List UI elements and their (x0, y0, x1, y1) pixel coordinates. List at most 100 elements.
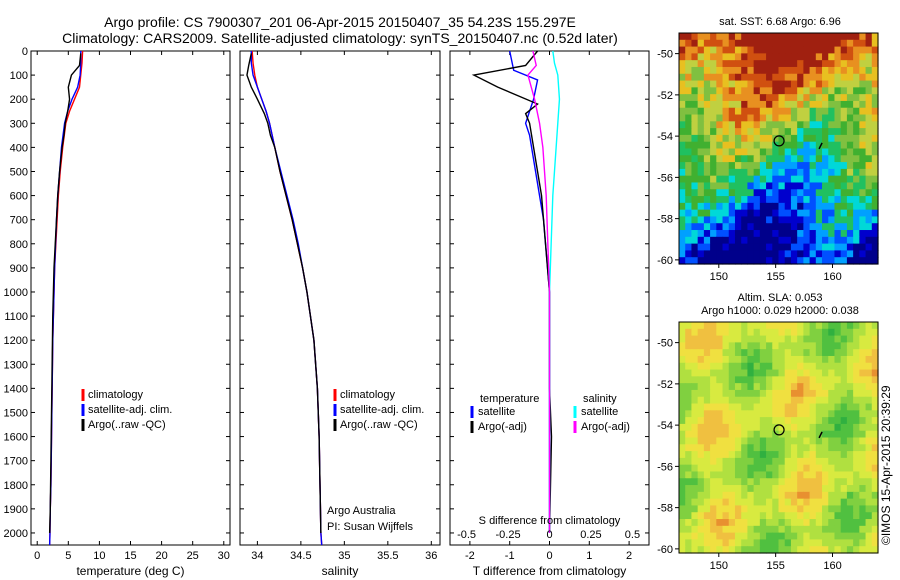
map-cell (685, 128, 693, 136)
map-cell (697, 107, 705, 116)
map-cell (747, 403, 755, 411)
map-cell (741, 46, 749, 54)
map-cell (728, 451, 736, 459)
map-cell (834, 519, 842, 527)
map-cell (871, 189, 879, 197)
map-cell (710, 134, 717, 143)
map-cell (822, 464, 829, 473)
map-cell (753, 73, 761, 82)
map-cell (703, 121, 711, 129)
map-cell (809, 512, 817, 520)
map-cell (716, 396, 724, 405)
map-cell (697, 457, 705, 466)
map-cell (685, 114, 693, 122)
map-cell (784, 519, 792, 527)
map-cell (747, 202, 755, 211)
map-cell (871, 451, 879, 459)
map-cell (840, 491, 848, 500)
map-cell (734, 546, 742, 554)
top-tick-label: 0 (546, 529, 552, 541)
map-cell (784, 525, 792, 534)
map-cell (734, 349, 742, 357)
map-cell (716, 430, 724, 439)
map-cell (834, 39, 842, 48)
map-cell (803, 498, 811, 507)
map-cell (784, 250, 792, 258)
map-cell (734, 355, 742, 364)
map-cell (865, 202, 873, 211)
map-cell (822, 519, 829, 527)
map-cell (865, 451, 873, 459)
map-cell (846, 202, 854, 211)
map-cell (728, 53, 736, 61)
map-cell (766, 437, 773, 445)
map-cell (772, 342, 780, 350)
map-cell (747, 342, 755, 350)
map-cell (772, 349, 780, 357)
map-cell (710, 39, 717, 48)
map-cell (772, 525, 780, 534)
map-cell (871, 362, 879, 371)
map-cell (846, 209, 854, 218)
map-cell (772, 121, 780, 129)
map-cell (822, 478, 829, 486)
map-cell (722, 525, 730, 534)
map-cell (871, 141, 879, 150)
map-cell (766, 121, 773, 129)
map-cell (766, 141, 773, 150)
map-cell (828, 444, 836, 452)
map-cell (859, 430, 867, 439)
map-cell (710, 121, 717, 129)
map-cell (741, 196, 749, 204)
map-cell (859, 107, 867, 116)
map-cell (772, 464, 780, 473)
map-cell (716, 478, 724, 486)
map-cell (803, 114, 811, 122)
map-cell (853, 532, 860, 541)
map-cell (871, 410, 879, 418)
map-cell (859, 444, 867, 452)
map-cell (853, 80, 860, 88)
map-cell (741, 410, 749, 418)
map-cell (679, 349, 686, 357)
map-cell (784, 491, 792, 500)
map-cell (871, 444, 879, 452)
map-cell (778, 349, 786, 357)
map-cell (741, 114, 749, 122)
map-cell (772, 410, 780, 418)
map-cell (828, 80, 836, 88)
map-cell (828, 121, 836, 129)
map-cell (859, 189, 867, 197)
map-cell (772, 383, 780, 391)
map-cell (778, 539, 786, 547)
map-cell (871, 148, 879, 156)
map-cell (685, 189, 693, 197)
map-cell (853, 417, 860, 425)
map-cell (710, 128, 717, 136)
map-cell (691, 141, 699, 150)
x-tick-label: 34 (251, 550, 263, 562)
map-cell (728, 362, 736, 371)
map-cell (697, 512, 705, 520)
map-cell (753, 369, 761, 377)
map-cell (741, 202, 749, 211)
map-cell (822, 189, 829, 197)
map-cell (834, 250, 842, 258)
map-cell (741, 94, 749, 102)
map-cell (853, 362, 860, 371)
map-cell (828, 128, 836, 136)
map-cell (846, 396, 854, 405)
map-cell (834, 53, 842, 61)
map-cell (815, 73, 823, 82)
map-cell (734, 87, 742, 95)
map-cell (697, 546, 705, 554)
map-cell (703, 410, 711, 418)
map-cell (766, 430, 773, 439)
map-cell (853, 437, 860, 445)
map-cell (840, 396, 848, 405)
map-cell (846, 155, 854, 163)
map-cell (871, 94, 879, 102)
map-cell (753, 423, 761, 432)
map-cell (853, 134, 860, 143)
map-cell (741, 512, 749, 520)
